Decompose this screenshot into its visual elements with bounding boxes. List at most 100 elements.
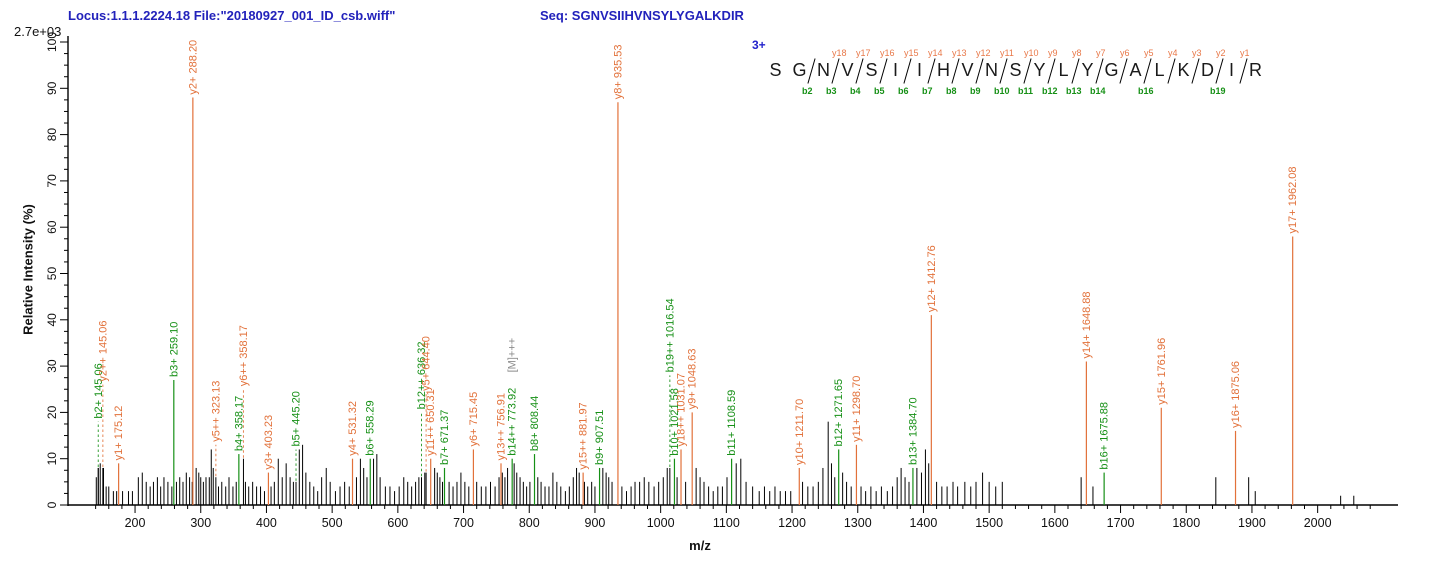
y-ion-label: y4+ 531.32 <box>347 401 359 456</box>
fragment-gap: y9 b12 <box>1042 48 1058 96</box>
b-ion-label: b9+ 907.51 <box>594 410 606 465</box>
y-ion-label: y18++ 1031.07 <box>676 373 688 446</box>
residue-letter: L <box>1154 60 1165 80</box>
x-tick-label: 1200 <box>778 516 806 530</box>
x-tick-label: 1900 <box>1238 516 1266 530</box>
header-sequence: Seq: SGNVSIIHVNSYLYGALKDIR <box>540 8 744 23</box>
b-ion-tag: b10 <box>994 86 1010 96</box>
x-tick-label: 1800 <box>1172 516 1200 530</box>
fragment-gap: y17 b4 <box>850 48 871 96</box>
fragment-gap: b2 <box>802 52 816 96</box>
y-ion-label: y5+ 644.40 <box>421 336 433 391</box>
residue-letter: S <box>865 60 878 80</box>
y-ion-tag: y13 <box>952 48 967 58</box>
b-ion-label: b19++ 1016.54 <box>664 298 676 372</box>
fragment-divider <box>1239 58 1248 84</box>
y-ion-label: y17+ 1962.08 <box>1287 166 1299 233</box>
residue-letter: V <box>961 60 974 80</box>
y-tick-label: 40 <box>45 313 59 327</box>
x-tick-label: 500 <box>322 516 343 530</box>
x-tick-label: 1500 <box>975 516 1003 530</box>
x-tick-label: 200 <box>125 516 146 530</box>
y-ion-label: y2++ 145.06 <box>97 320 109 381</box>
residue-letter: G <box>792 60 807 80</box>
fragment-gap: y11 b10 <box>994 48 1014 96</box>
fragment-gap: y5 b16 <box>1138 48 1154 96</box>
x-tick-label: 700 <box>453 516 474 530</box>
fragment-divider <box>1119 58 1128 84</box>
fragment-divider <box>1095 58 1104 84</box>
x-tick-label: 1700 <box>1107 516 1135 530</box>
y-ion-label: y5++ 323.13 <box>210 381 222 442</box>
y-tick-label: 80 <box>45 128 59 142</box>
fragment-gap: y1 <box>1239 48 1250 96</box>
y-ion-tag: y11 <box>1000 48 1014 58</box>
y-ion-tag: y8 <box>1072 48 1082 58</box>
y-ion-label: y1+ 175.12 <box>113 406 125 461</box>
b-ion-label: b8+ 808.44 <box>529 396 541 451</box>
fragment-divider <box>903 58 912 84</box>
y-tick-label: 60 <box>45 220 59 234</box>
b-ion-tag: b12 <box>1042 86 1058 96</box>
fragment-gap: y6 <box>1119 48 1130 96</box>
b-ion-label: b16+ 1675.88 <box>1099 402 1111 470</box>
fragment-divider <box>807 58 816 84</box>
x-tick-label: 400 <box>256 516 277 530</box>
residue-letter: L <box>1058 60 1069 80</box>
y-ion-label: y9+ 1048.63 <box>687 349 699 410</box>
b-ion-label: b12++ 636.32 <box>416 341 428 409</box>
fragment-divider <box>855 58 864 84</box>
residue-letter: S <box>1009 60 1022 80</box>
b-ion-label: b12+ 1271.65 <box>833 379 845 447</box>
fragment-gap: y2 b19 <box>1210 48 1226 96</box>
y-ion-label: y13++ 756.91 <box>495 393 507 460</box>
b-ion-tag: b14 <box>1090 86 1106 96</box>
x-tick-label: 600 <box>387 516 408 530</box>
residue-letter: D <box>1201 60 1214 80</box>
fragment-gap: y3 <box>1191 48 1202 96</box>
b-ion-label: b5+ 445.20 <box>291 391 303 446</box>
fragment-divider <box>951 58 960 84</box>
y-ion-label: y2+ 288.20 <box>187 40 199 95</box>
y-tick-label: 20 <box>45 405 59 419</box>
residue-letter: H <box>937 60 950 80</box>
residue-letter: N <box>817 60 830 80</box>
x-tick-label: 1300 <box>844 516 872 530</box>
b-ion-tag: b2 <box>802 86 813 96</box>
y-tick-label: 0 <box>45 501 59 508</box>
fragment-gap: y12 b9 <box>970 48 991 96</box>
y-ion-label: y16+ 1875.06 <box>1230 361 1242 428</box>
y-ion-label: y15+ 1761.96 <box>1156 338 1168 405</box>
x-tick-label: 800 <box>519 516 540 530</box>
y-ion-tag: y7 <box>1096 48 1106 58</box>
b-ion-label: b3+ 259.10 <box>168 322 180 377</box>
y-tick-label: 50 <box>45 267 59 281</box>
y-ion-tag: y2 <box>1216 48 1226 58</box>
residue-letter: I <box>892 60 898 80</box>
fragment-divider <box>1047 58 1056 84</box>
y-ion-label: y6+ 715.45 <box>468 392 480 447</box>
fragment-divider <box>879 58 888 84</box>
y-tick-label: 10 <box>45 452 59 466</box>
header-locus-file: Locus:1.1.1.2224.18 File:"20180927_001_I… <box>68 8 396 23</box>
y-ion-tag: y4 <box>1168 48 1178 58</box>
b-ion-tag: b19 <box>1210 86 1226 96</box>
y-ion-label: y6++ 358.17 <box>238 325 250 386</box>
b-ion-tag: b8 <box>946 86 957 96</box>
fragment-divider <box>1215 58 1224 84</box>
max-intensity-label: 2.7e+03 <box>14 24 62 39</box>
residue-letter: K <box>1177 60 1190 80</box>
y-ion-label: y15++ 881.97 <box>578 402 590 469</box>
y-ion-tag: y16 <box>880 48 895 58</box>
x-tick-label: 2000 <box>1304 516 1332 530</box>
fragment-divider <box>999 58 1008 84</box>
y-ion-tag: y14 <box>928 48 943 58</box>
y-ion-label: y11++ 650.31 <box>425 389 437 455</box>
y-ion-tag: y15 <box>904 48 919 58</box>
b-ion-tag: b11 <box>1018 86 1034 96</box>
b-ion-tag: b7 <box>922 86 933 96</box>
x-tick-label: 1000 <box>647 516 675 530</box>
y-ion-tag: y9 <box>1048 48 1058 58</box>
fragment-divider <box>831 58 840 84</box>
